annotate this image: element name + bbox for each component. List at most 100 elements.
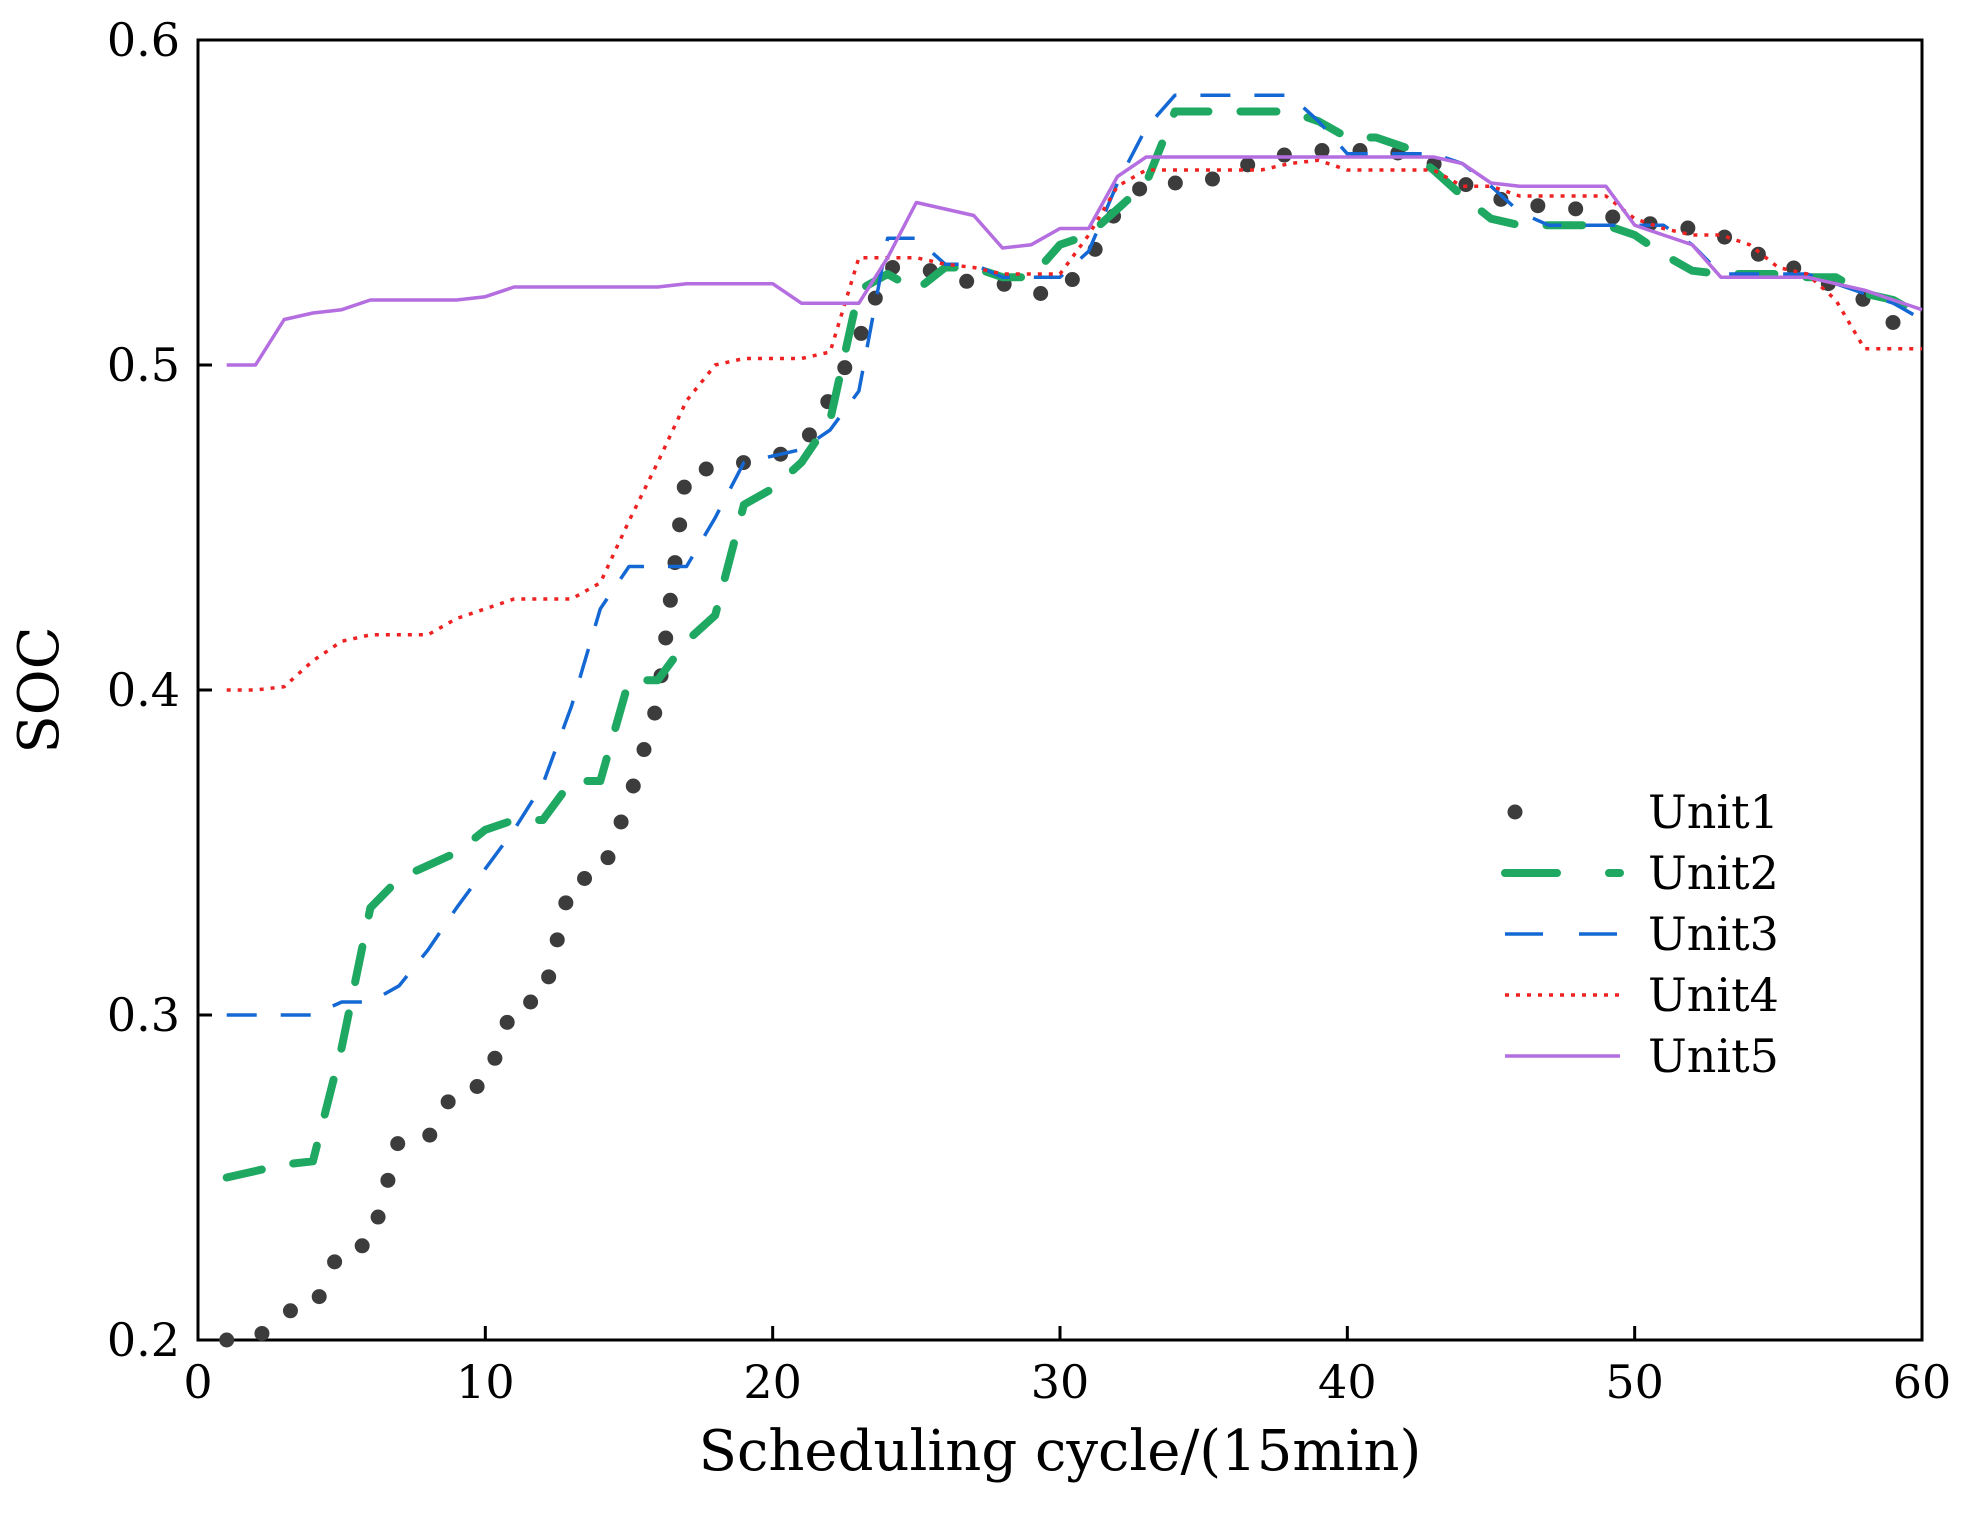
legend-label-unit5: Unit5 [1648, 1029, 1779, 1083]
series-unit3-point [311, 1013, 315, 1017]
series-unit2-point [1029, 275, 1033, 279]
series-unit1-point [311, 1309, 315, 1313]
x-tick-label: 0 [183, 1355, 212, 1409]
x-tick-label: 10 [456, 1355, 515, 1409]
series-unit3-point [1230, 93, 1234, 97]
series-unit1-point [1518, 204, 1522, 208]
series-layer [219, 93, 1930, 1348]
x-tick-label: 40 [1318, 1355, 1377, 1409]
series-unit1-point [512, 1000, 516, 1004]
series-unit1-point [914, 266, 918, 270]
series-unit1-point [1374, 149, 1378, 153]
series-unit4-point [1575, 194, 1579, 198]
series-unit4-point [627, 519, 631, 523]
series-unit1-point [1058, 292, 1062, 296]
series-unit3-point [656, 565, 660, 569]
legend-label-unit3: Unit3 [1648, 907, 1779, 961]
series-unit1-point [799, 448, 803, 452]
series-unit3-point [1029, 275, 1033, 279]
series-unit2-point [1230, 110, 1234, 114]
series-unit3-point [972, 262, 976, 266]
series-unit4-point [857, 256, 861, 260]
series-unit2-point [512, 818, 516, 822]
series-unit4-point [368, 633, 372, 637]
series-unit4-point [598, 581, 602, 585]
series-unit4-point [914, 256, 918, 260]
y-tick-label: 0.3 [107, 988, 180, 1042]
series-unit1-point [713, 467, 717, 471]
y-tick-label: 0.4 [107, 663, 180, 717]
series-unit1-point [656, 701, 660, 705]
series-unit2-point [397, 877, 401, 881]
series-unit2-point [914, 288, 918, 292]
series-unit4-point [254, 688, 258, 692]
series-unit3-point [1288, 93, 1292, 97]
series-unit4-point [1834, 298, 1838, 302]
series-unit4-point [1288, 162, 1292, 166]
y-tick-label: 0.6 [107, 13, 180, 67]
legend: Unit1 Unit2 Unit3 Unit4 Unit5 [1501, 785, 1779, 1083]
x-tick-label: 60 [1893, 1355, 1952, 1409]
series-unit1-point [685, 467, 689, 471]
series-unit3-point [1518, 210, 1522, 214]
series-unit3-point [1144, 126, 1148, 130]
y-tick-label: 0.2 [107, 1313, 180, 1367]
series-unit2-point [1661, 253, 1665, 257]
series-unit2-point [857, 288, 861, 292]
legend-label-unit1: Unit1 [1648, 785, 1779, 839]
series-unit4-point [1374, 168, 1378, 172]
series-unit2-point [685, 639, 689, 643]
series-unit1-point [1748, 249, 1752, 253]
series-unit2-point [1345, 136, 1349, 140]
series-unit3-point [1432, 152, 1436, 156]
series-unit1-point [340, 1244, 344, 1248]
series-unit1-point [598, 877, 602, 881]
series-unit1-point [1776, 259, 1780, 263]
y-axis-title: SOC [7, 626, 72, 753]
series-unit2-point [570, 779, 574, 783]
y-tick-label: 0.5 [107, 338, 180, 392]
x-axis-title: Scheduling cycle/(15min) [699, 1419, 1422, 1484]
series-unit1-point [1202, 181, 1206, 185]
series-unit2-point [455, 851, 459, 855]
x-tick-label: 50 [1605, 1355, 1664, 1409]
series-unit1-point [1087, 259, 1091, 263]
series-unit2-point [282, 1163, 286, 1167]
series-unit3-point [368, 1000, 372, 1004]
series-unit2-point [1460, 194, 1464, 198]
legend-label-unit4: Unit4 [1648, 968, 1779, 1022]
series-unit4-point [311, 659, 315, 663]
series-unit3-point [541, 782, 545, 786]
series-unit4-point [742, 357, 746, 361]
legend-label-unit2: Unit2 [1648, 846, 1779, 900]
series-unit4-point [1891, 347, 1895, 351]
series-unit2-line [222, 107, 1926, 1182]
x-tick-label: 30 [1031, 1355, 1090, 1409]
series-unit4-point [1202, 168, 1206, 172]
series-unit4-point [455, 617, 459, 621]
series-unit3-point [1374, 152, 1378, 156]
series-unit4-point [426, 633, 430, 637]
series-unit1-point [1259, 158, 1263, 162]
series-unit1-point [1489, 194, 1493, 198]
series-unit1-point [627, 799, 631, 803]
series-unit3-point [914, 236, 918, 240]
series-unit4-point [828, 350, 832, 354]
series-unit5-line [226, 155, 1923, 367]
series-unit1-line [219, 143, 1930, 1348]
series-unit1-point [570, 877, 574, 881]
series-unit3-point [799, 448, 803, 452]
series-unit4-point [570, 597, 574, 601]
series-unit3-point [512, 828, 516, 832]
ticks-layer: 0 10 20 30 40 50 60 0.2 0.3 0.4 0.5 0.6 [107, 13, 1951, 1409]
series-unit4-point [483, 607, 487, 611]
series-unit4-point [1776, 266, 1780, 270]
series-unit1-point [1547, 204, 1551, 208]
series-unit4-point [656, 461, 660, 465]
x-tick-label: 20 [743, 1355, 802, 1409]
series-unit2-point [1288, 110, 1292, 114]
series-unit2-point [627, 678, 631, 682]
series-unit4-line [226, 158, 1922, 692]
